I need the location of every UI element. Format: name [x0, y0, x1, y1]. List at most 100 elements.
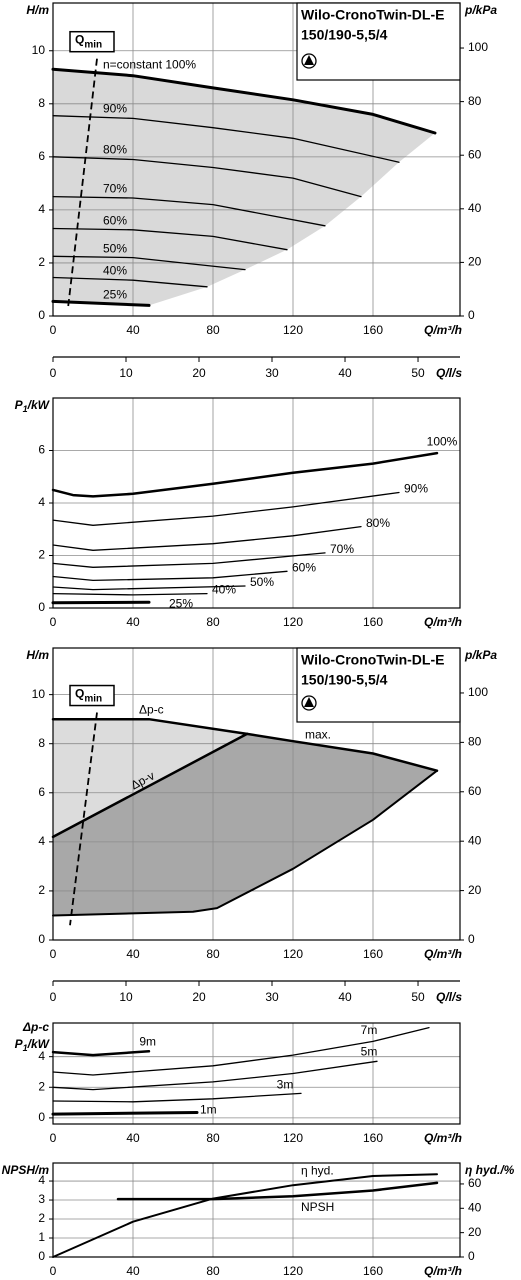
x2-tick-label: 30	[265, 990, 279, 1004]
y2-tick-label: 100	[468, 685, 488, 699]
axis-label: Q/l/s	[436, 366, 462, 380]
y2-tick-label: 0	[468, 308, 475, 322]
axis-label-sub: 1	[23, 404, 28, 414]
x-tick-label: 160	[363, 1131, 383, 1145]
axis-label: Q/m³/h	[424, 947, 462, 961]
qmin-label: Qmin	[75, 33, 102, 50]
chart-subtitle: 150/190-5,5/4	[301, 672, 388, 688]
curve-label: 60%	[103, 213, 127, 227]
curve	[52, 1026, 430, 1076]
x2-tick-label: 40	[338, 990, 352, 1004]
axis-label-tail: /kW	[27, 398, 51, 412]
curve-label: 3m	[277, 1078, 294, 1092]
x-tick-label: 160	[363, 1264, 383, 1278]
y2-tick-label: 40	[468, 1200, 482, 1214]
x-tick-label: 160	[363, 615, 383, 629]
x2-tick-label: 20	[192, 990, 206, 1004]
x2-tick-label: 50	[411, 366, 425, 380]
x-tick-label: 120	[283, 1264, 303, 1278]
curve	[51, 732, 249, 839]
qmin-box	[69, 30, 115, 53]
curve	[52, 276, 208, 288]
curve-label: n=constant 100%	[103, 57, 196, 71]
qmin-label: Qmin	[75, 687, 102, 704]
y-tick-label: 10	[32, 687, 46, 701]
x-tick-label: 160	[363, 323, 383, 337]
y-tick-label: 0	[38, 1249, 45, 1263]
axis-label-main: P	[15, 398, 24, 412]
curve-label: 90%	[404, 482, 428, 496]
curve-label: 70%	[330, 542, 354, 556]
curve-label: 40%	[212, 583, 236, 597]
curve-label: max.	[305, 727, 331, 741]
curve	[51, 600, 151, 605]
curve-label: 5m	[361, 1045, 378, 1059]
y2-tick-label: 60	[468, 147, 482, 161]
y-tick-label: 2	[38, 1079, 45, 1093]
curve-label: 40%	[103, 263, 127, 277]
y-tick-label: 0	[38, 1110, 45, 1124]
x2-tick-label: 0	[50, 366, 57, 380]
x2-tick-label: 20	[192, 366, 206, 380]
axis-label-main: P	[15, 1037, 24, 1051]
curve-label: η hyd.	[301, 1163, 334, 1177]
y2-tick-label: 20	[468, 255, 482, 269]
x-tick-label: 80	[206, 1131, 220, 1145]
curve-label: 60%	[292, 560, 316, 574]
curve	[52, 1060, 378, 1091]
plot-frame	[52, 1022, 461, 1125]
curve-label: NPSH	[301, 1200, 334, 1214]
title-box	[296, 2, 461, 81]
y-tick-label: 8	[38, 96, 45, 110]
x-tick-label: 40	[126, 1131, 140, 1145]
curve-label: 7m	[361, 1023, 378, 1037]
curve	[51, 1111, 199, 1116]
x2-tick-label: 40	[338, 366, 352, 380]
axis-label: η hyd./%	[465, 1163, 515, 1177]
curve	[52, 491, 400, 526]
y-tick-label: 4	[38, 202, 45, 216]
y2-tick-label: 40	[468, 201, 482, 215]
y-tick-label: 10	[32, 43, 46, 57]
x-tick-label: 0	[50, 947, 57, 961]
curve	[52, 592, 208, 596]
qmin-line	[69, 712, 98, 926]
axis-label: Q/m³/h	[424, 1131, 462, 1145]
y-tick-label: 3	[38, 1192, 45, 1206]
qmin-sub: min	[84, 693, 102, 704]
curve	[52, 156, 362, 198]
x2-tick-label: 0	[50, 990, 57, 1004]
axis-label: Q/m³/h	[424, 615, 462, 629]
axis-label: p/kPa	[464, 648, 497, 662]
y-tick-label: 6	[38, 149, 45, 163]
y-tick-label: 0	[38, 308, 45, 322]
y2-tick-label: 0	[468, 932, 475, 946]
curve-label: 1m	[200, 1103, 217, 1117]
x-tick-label: 80	[206, 947, 220, 961]
y-tick-label: 2	[38, 548, 45, 562]
x-tick-label: 120	[283, 323, 303, 337]
y-tick-label: 0	[38, 600, 45, 614]
curve	[52, 525, 362, 551]
x-tick-label: 160	[363, 947, 383, 961]
operating-area	[53, 733, 437, 916]
axis-label-tail: /kW	[27, 1037, 51, 1051]
curve	[52, 255, 246, 271]
y2-tick-label: 100	[468, 40, 488, 54]
y-tick-label: 6	[38, 443, 45, 457]
curve	[52, 1092, 302, 1103]
curve	[52, 769, 438, 917]
y-tick-label: 4	[38, 1049, 45, 1063]
y2-tick-label: 80	[468, 735, 482, 749]
axis-label: H/m	[26, 648, 49, 662]
chart-subtitle: 150/190-5,5/4	[301, 27, 388, 43]
curve-label: Δp-c	[139, 702, 164, 716]
operating-area	[53, 719, 247, 837]
y2-tick-label: 60	[468, 1176, 482, 1190]
y2-tick-label: 40	[468, 833, 482, 847]
x-tick-label: 0	[50, 323, 57, 337]
curve	[245, 732, 439, 772]
axis-label-sub: 1	[23, 1043, 28, 1053]
chart-title: Wilo-CronoTwin-DL-E	[301, 652, 444, 668]
